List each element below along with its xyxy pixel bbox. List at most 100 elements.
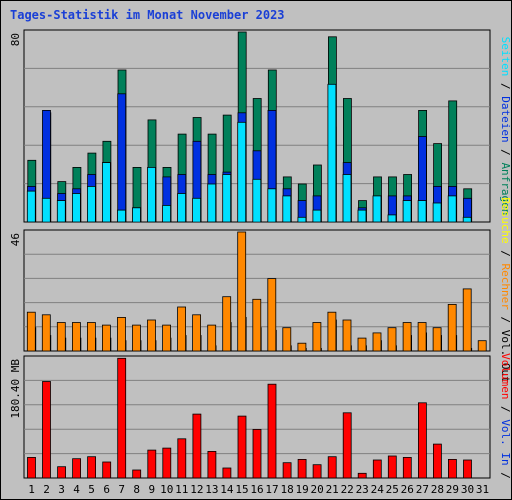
legend-part-0: Volumen [499,353,511,399]
bar-seiten-30 [462,216,472,223]
bar-volumen-15 [237,415,247,479]
legend-part-2: Vol. In [499,419,511,465]
legend-part-3: / [499,466,511,479]
x-tick-label-18: 18 [280,483,293,496]
bar-volumen-22 [342,412,352,479]
bar-volumen-11 [177,438,187,479]
bar-rechner-6 [102,324,111,352]
bar-volumen-19 [297,458,307,479]
bar-seiten-4 [72,193,81,223]
x-tick-label-24: 24 [371,483,385,496]
bar-rechner-11 [177,306,187,352]
bar-seiten-8 [132,207,141,223]
bar-volumen-30 [463,459,472,479]
panel-1-legend-label: Seiten / Dateien / Anfragen [499,37,511,216]
x-tick-label-30: 30 [461,483,474,496]
legend-part-1: / [499,399,511,419]
bar-seiten-16 [252,178,262,223]
legend-part-3: / [499,310,511,330]
bar-volumen-4 [72,458,81,479]
x-tick-label-16: 16 [250,483,263,496]
bar-rechner-28 [432,327,442,352]
x-tick-label-26: 26 [401,483,414,496]
bar-rechner-14 [222,296,232,352]
bar-rechner-9 [147,319,156,352]
panel-3-legend-label: Volumen / Vol. In / [499,353,511,479]
bar-seiten-19 [297,216,307,223]
bar-volumen-26 [402,456,412,479]
bar-dateien-7 [117,93,127,223]
x-tick-label-29: 29 [446,483,459,496]
x-tick-label-27: 27 [416,483,429,496]
bar-rechner-17 [267,278,277,352]
bar-seiten-25 [387,214,397,223]
bar-seiten-2 [41,197,51,223]
x-tick-label-9: 9 [148,483,155,496]
x-tick-label-10: 10 [160,483,173,496]
bar-seiten-22 [342,174,352,223]
x-tick-label-23: 23 [356,483,369,496]
bar-volumen-27 [417,402,427,479]
bar-volumen-24 [372,459,382,479]
bar-seiten-23 [357,209,367,223]
x-tick-label-5: 5 [88,483,95,496]
bar-volumen-14 [222,467,232,479]
bar-seiten-1 [26,190,36,223]
panel-1-max-label: 80 [9,33,22,46]
x-tick-label-4: 4 [73,483,80,496]
bar-seiten-11 [177,193,187,223]
bar-rechner-8 [132,324,141,352]
bar-seiten-24 [372,195,382,223]
x-tick-label-13: 13 [205,483,218,496]
x-tick-label-11: 11 [175,483,188,496]
x-tick-label-15: 15 [235,483,248,496]
bar-rechner-16 [252,298,262,352]
bar-rechner-22 [342,319,352,352]
bar-seiten-5 [87,185,96,223]
bar-volumen-21 [327,456,337,479]
bar-rechner-20 [312,322,322,352]
legend-part-1: / [499,76,511,96]
bar-rechner-21 [327,311,337,352]
x-tick-label-1: 1 [28,483,35,496]
bar-rechner-18 [282,327,292,352]
bar-volumen-23 [357,472,367,479]
bar-seiten-3 [56,200,66,223]
bar-volumen-10 [162,447,172,479]
legend-part-4: Anfragen [499,162,511,215]
chart-title: Tages-Statistik im Monat November 2023 [10,8,285,22]
bar-rechner-23 [357,337,367,352]
bar-rechner-27 [417,322,427,352]
x-tick-label-31: 31 [476,483,489,496]
x-tick-label-21: 21 [326,483,339,496]
x-tick-label-19: 19 [295,483,308,496]
bar-seiten-12 [192,197,202,223]
bar-volumen-16 [252,428,262,479]
x-tick-label-25: 25 [386,483,399,496]
bar-rechner-24 [372,332,382,352]
bar-volumen-5 [87,456,96,479]
bar-rechner-1 [26,311,36,352]
bar-seiten-26 [402,200,412,223]
bar-seiten-21 [327,83,337,223]
bar-volumen-7 [117,357,127,479]
bar-seiten-27 [417,200,427,223]
bar-seiten-17 [267,188,277,223]
x-tick-label-7: 7 [118,483,125,496]
bar-seiten-6 [102,162,111,223]
bar-seiten-15 [237,121,247,223]
legend-part-0: Seiten [499,37,511,77]
bar-rechner-10 [162,324,172,352]
bar-rechner-4 [72,322,81,352]
bar-volumen-3 [57,466,66,479]
bar-rechner-5 [87,322,96,352]
bar-volumen-17 [267,383,277,479]
panel-3-max-label: 180.40 MB [9,359,22,419]
bar-seiten-7 [117,209,126,223]
bar-seiten-28 [432,202,442,223]
bar-rechner-31 [477,340,487,352]
bar-seiten-29 [447,195,457,223]
bar-seiten-13 [207,183,217,223]
